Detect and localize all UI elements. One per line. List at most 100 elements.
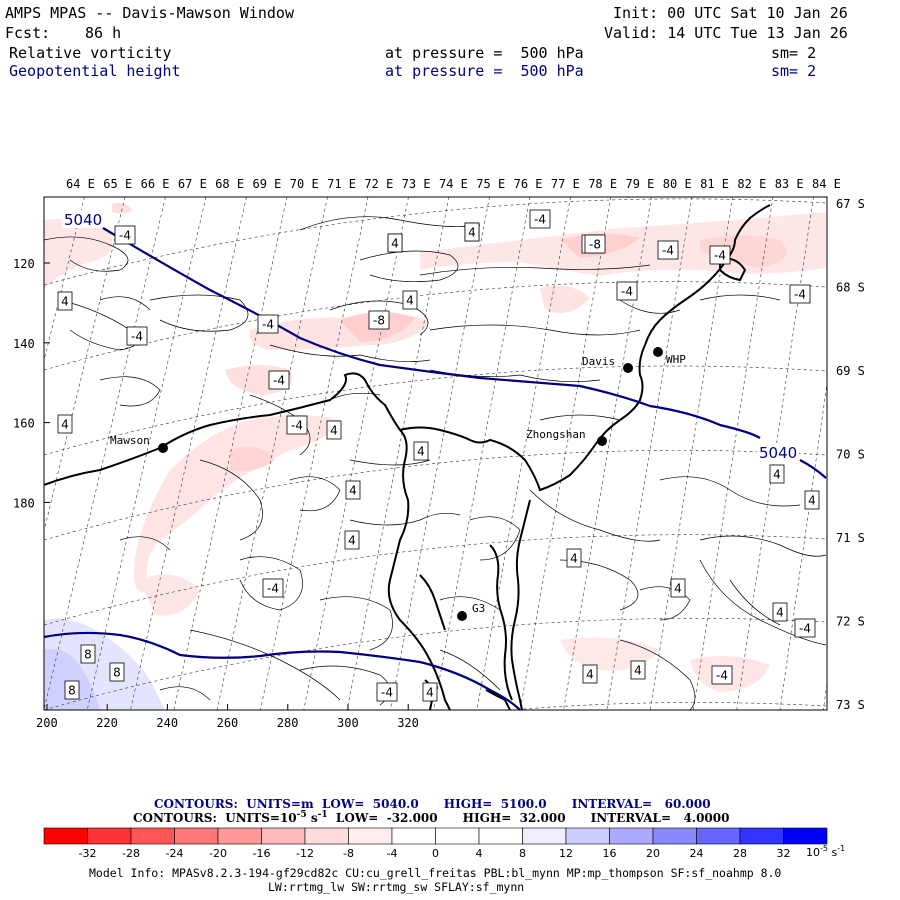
model-info-line2: LW:rrtmg_lw SW:rrtmg_sw SFLAY:sf_mynn: [268, 880, 524, 894]
longitude-label: 81 E: [700, 177, 729, 191]
colorbar-label: -16: [253, 847, 271, 860]
svg-text:-4: -4: [119, 229, 131, 243]
colorbar-segment: [348, 827, 393, 845]
longitude-label: 80 E: [663, 177, 692, 191]
coastline: [44, 204, 771, 710]
colorbar-label: -20: [209, 847, 227, 860]
vorticity-label: 4: [57, 414, 73, 434]
svg-text:-4: -4: [799, 622, 811, 636]
svg-text:-4: -4: [534, 213, 546, 227]
longitude-label: 84 E: [812, 177, 841, 191]
vorticity-label: -4: [126, 326, 148, 346]
vorticity-label: 4: [422, 682, 438, 702]
field1-smoothing: sm= 2: [771, 44, 817, 62]
svg-text:4: 4: [406, 294, 414, 308]
longitude-labels: 64 E 65 E 66 E 67 E 68 E 69 E 70 E 71 E 72 E 73 E…: [66, 177, 841, 191]
longitude-label: 67 E: [178, 177, 207, 191]
colorbar-label: 4: [476, 847, 483, 860]
longitude-label: 77 E: [551, 177, 580, 191]
colorbar-segment: [565, 827, 610, 845]
vorticity-label: -8: [368, 310, 390, 330]
svg-text:4: 4: [61, 295, 69, 309]
longitude-label: 69 E: [253, 177, 282, 191]
svg-text:-4: -4: [291, 419, 303, 433]
vorticity-label: 4: [402, 290, 418, 310]
svg-text:4: 4: [391, 237, 399, 251]
svg-text:4: 4: [808, 494, 816, 508]
colorbar-segment: [435, 827, 480, 845]
vorticity-label: 4: [670, 578, 686, 598]
svg-text:-8: -8: [589, 238, 601, 252]
vorticity-label: -4: [789, 284, 811, 304]
station-marker: [457, 611, 467, 621]
latitude-label: 72 S: [836, 615, 865, 629]
svg-text:-4: -4: [131, 330, 143, 344]
vorticity-label: 4: [566, 548, 582, 568]
vorticity-label: 4: [57, 291, 73, 311]
svg-text:4: 4: [586, 668, 594, 682]
svg-text:-4: -4: [621, 285, 633, 299]
vorticity-label: 8: [80, 644, 96, 664]
stations: Davis WHP Mawson Zhongshan G3: [110, 347, 686, 621]
colorbar-labels: -32 -28 -24 -20 -16 -12 -8 -4 0 4 8 12 16 20 24 28 32: [79, 847, 791, 860]
vorticity-label: 8: [109, 662, 125, 682]
x-tick-label: 220: [96, 716, 118, 730]
vort-pink-blob-west: [230, 446, 275, 472]
colorbar-label: -12: [296, 847, 314, 860]
colorbar-label: 28: [733, 847, 747, 860]
svg-text:4: 4: [330, 424, 338, 438]
latitude-label: 73 S: [836, 698, 865, 712]
height-contour-north: [102, 227, 761, 439]
field2-pressure: at pressure = 500 hPa: [385, 62, 584, 80]
longitude-label: 70 E: [290, 177, 319, 191]
vorticity-label: -4: [711, 665, 733, 685]
field2-name: Geopotential height: [9, 62, 181, 80]
height-label: 5040: [759, 444, 797, 462]
longitude-lines: [44, 197, 827, 710]
svg-text:4: 4: [674, 582, 682, 596]
colorbar-label: 16: [603, 847, 617, 860]
longitude-label: 71 E: [327, 177, 356, 191]
colorbar-label: -8: [343, 847, 354, 860]
x-tick-label: 240: [156, 716, 178, 730]
latitude-label: 67 S: [836, 197, 865, 211]
colorbar-segment: [217, 827, 262, 845]
svg-text:-4: -4: [262, 318, 274, 332]
longitude-label: 82 E: [737, 177, 766, 191]
vorticity-label: 4: [326, 420, 342, 440]
longitude-label: 74 E: [439, 177, 468, 191]
colorbar-label: -24: [166, 847, 184, 860]
vorticity-label: -4: [376, 682, 398, 702]
vorticity-label: -4: [657, 240, 679, 260]
vorticity-label: -4: [616, 281, 638, 301]
colorbar-segment: [696, 827, 741, 845]
colorbar-segment: [783, 827, 828, 845]
vorticity-label: -4: [286, 415, 308, 435]
colorbar-label: 8: [519, 847, 526, 860]
field2-smoothing: sm= 2: [771, 62, 817, 80]
svg-text:-4: -4: [714, 249, 726, 263]
vort-pink-band-north-west: [44, 218, 113, 290]
svg-text:8: 8: [68, 684, 76, 698]
svg-text:4: 4: [634, 664, 642, 678]
map-plot-area: [44, 197, 827, 710]
svg-text:4: 4: [61, 418, 69, 432]
svg-text:4: 4: [468, 226, 476, 240]
longitude-label: 72 E: [364, 177, 393, 191]
svg-text:4: 4: [349, 484, 357, 498]
longitude-label: 65 E: [103, 177, 132, 191]
longitude-label: 66 E: [141, 177, 170, 191]
vorticity-label: -4: [268, 370, 290, 390]
vorticity-label: 4: [387, 233, 403, 253]
vorticity-label: 8: [64, 680, 80, 700]
x-axis-ticks: 200 220 240 260 280 300 320: [36, 704, 419, 730]
colorbar: [43, 827, 828, 845]
station-marker: [597, 436, 607, 446]
height-contour-east-end: [799, 459, 827, 479]
longitude-label: 68 E: [215, 177, 244, 191]
vorticity-label: -4: [529, 209, 551, 229]
vorticity-contour-labels: -4 -4 4 4 -8 -4 -4 4 -4 -4 -8 4 -4 -4 -4 -4 4 4 4 4 4 4 -4 4 4 -4…: [57, 209, 820, 702]
latitude-label: 68 S: [836, 281, 865, 295]
longitude-label: 78 E: [588, 177, 617, 191]
